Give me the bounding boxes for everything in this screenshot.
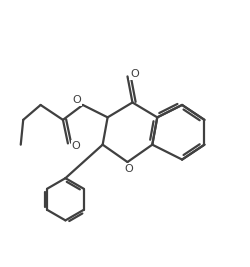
- Text: O: O: [130, 69, 139, 79]
- Text: O: O: [124, 164, 133, 174]
- Text: O: O: [72, 141, 80, 151]
- Text: O: O: [72, 95, 81, 105]
